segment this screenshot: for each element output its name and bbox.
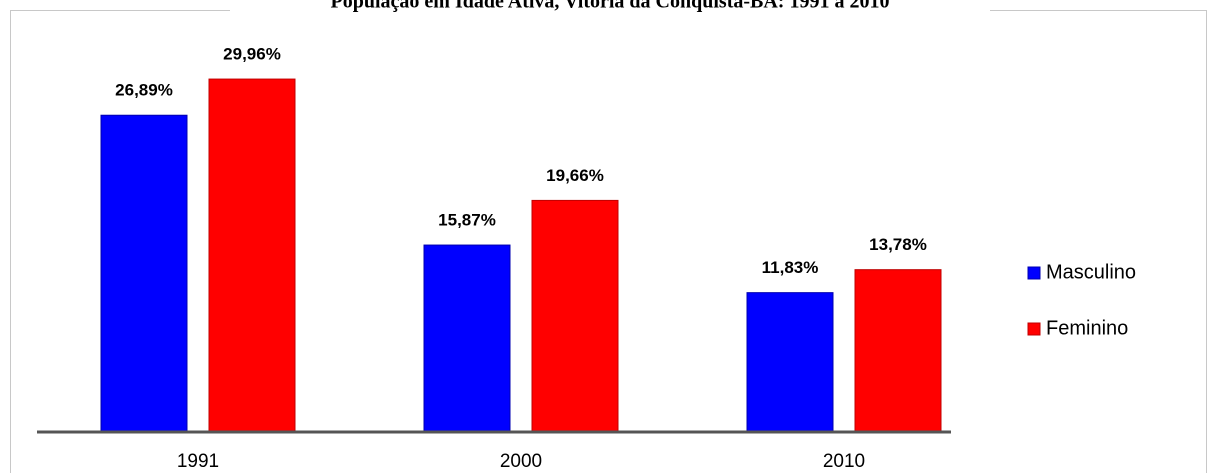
data-label: 11,83% xyxy=(762,258,819,277)
legend-swatch xyxy=(1027,266,1041,280)
bar xyxy=(208,78,296,433)
data-label: 29,96% xyxy=(223,45,281,64)
bar xyxy=(423,244,511,433)
data-label: 26,89% xyxy=(115,81,173,100)
data-label: 13,78% xyxy=(869,235,927,254)
legend-label: Feminino xyxy=(1046,317,1128,339)
bar xyxy=(100,114,188,433)
legend-label: Masculino xyxy=(1046,261,1136,283)
bar xyxy=(854,269,942,433)
chart-title: População em Idade Ativa, Vitória da Con… xyxy=(331,0,890,13)
data-label: 19,66% xyxy=(546,166,604,185)
x-tick-label: 2000 xyxy=(500,451,542,472)
x-tick-label: 2010 xyxy=(823,451,865,472)
legend-swatch xyxy=(1027,322,1041,336)
bar xyxy=(746,292,834,433)
bar xyxy=(531,199,619,433)
x-tick-label: 1991 xyxy=(177,451,219,472)
data-label: 15,87% xyxy=(438,211,496,230)
title-background xyxy=(230,0,990,14)
